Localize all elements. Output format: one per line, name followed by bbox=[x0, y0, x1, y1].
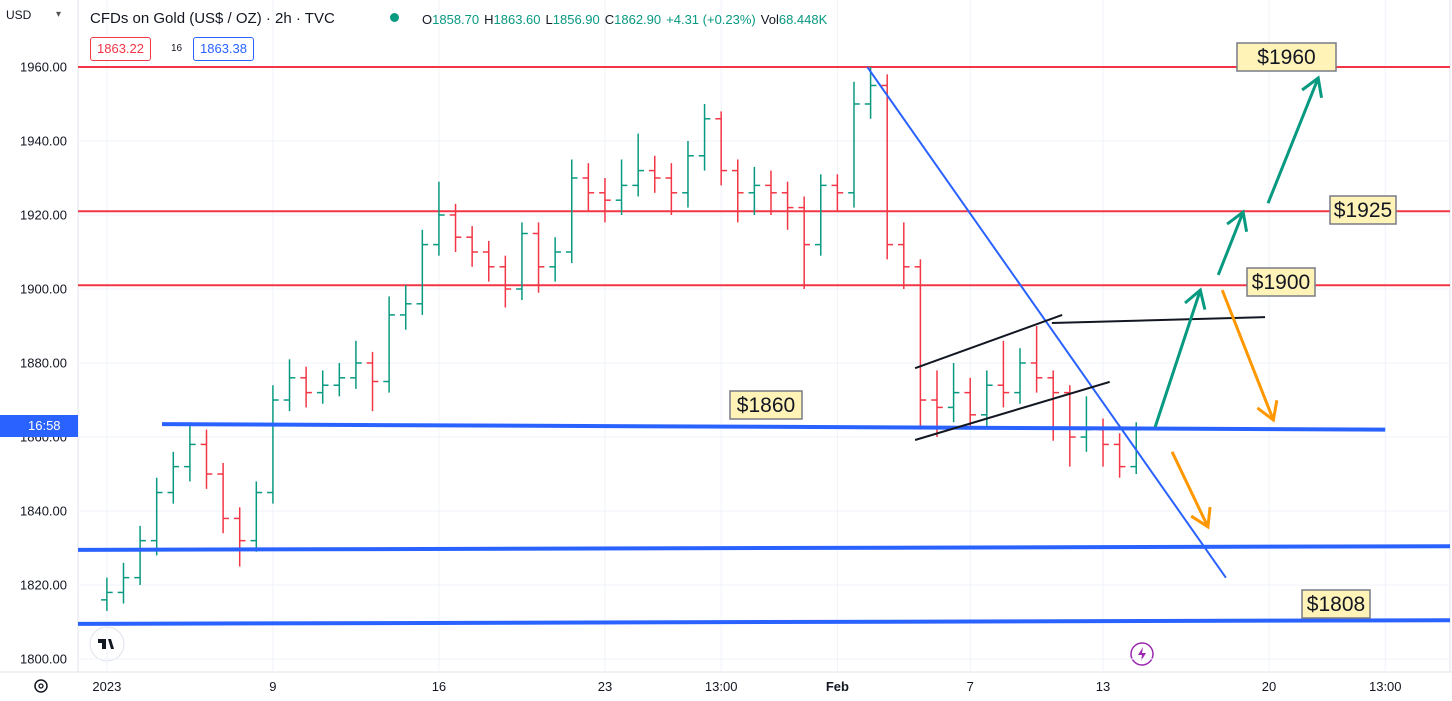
legend-key: Vol bbox=[760, 12, 779, 27]
annotation-box bbox=[1236, 42, 1337, 72]
trend-line bbox=[1051, 316, 1266, 325]
trend-line bbox=[866, 66, 1227, 579]
legend-value: 1858.70 bbox=[432, 12, 480, 27]
arrow bbox=[1153, 287, 1207, 428]
arrow bbox=[1170, 451, 1212, 530]
buy-price[interactable]: 1863.38 bbox=[193, 37, 254, 61]
x-tick-label: 23 bbox=[598, 679, 612, 694]
price-tag: 16:58 bbox=[0, 415, 78, 437]
trend-line bbox=[78, 618, 1450, 626]
x-tick-label: Feb bbox=[826, 679, 849, 694]
y-tick-label: 1960.00 bbox=[20, 59, 67, 74]
lightning-icon[interactable] bbox=[1130, 642, 1154, 666]
legend-value: 1856.90 bbox=[552, 12, 600, 27]
gear-hub bbox=[38, 683, 44, 689]
y-tick-label: 1800.00 bbox=[20, 652, 67, 667]
plot bbox=[78, 0, 1450, 672]
y-tick-label: 1940.00 bbox=[20, 133, 67, 148]
x-tick-label: 9 bbox=[269, 679, 276, 694]
currency: USD bbox=[6, 8, 32, 22]
arrow bbox=[1266, 75, 1324, 204]
spread: 16 bbox=[171, 43, 183, 54]
currency-caret[interactable]: ▾ bbox=[56, 9, 62, 20]
trend-line bbox=[161, 422, 1386, 432]
trend-line bbox=[914, 380, 1110, 441]
x-tick-label: 7 bbox=[967, 679, 974, 694]
icon-bolt bbox=[1138, 647, 1146, 661]
legend-key: L bbox=[545, 12, 553, 27]
chart-title: CFDs on Gold (US$ / OZ) · 2h · TVC bbox=[90, 10, 335, 27]
sell-price[interactable]: 1863.22 bbox=[90, 37, 151, 61]
legend-key: C bbox=[604, 12, 615, 27]
legend-key: H bbox=[484, 12, 494, 27]
x-tick-label: 20 bbox=[1262, 679, 1276, 694]
x-tick-label: 13 bbox=[1096, 679, 1110, 694]
x-tick-label: 2023 bbox=[92, 679, 121, 694]
y-tick-label: 1880.00 bbox=[20, 356, 67, 371]
legend-value: +4.31 (+0.23%) bbox=[666, 12, 756, 27]
annotation-text: $1900 bbox=[1252, 271, 1310, 294]
x-tick-label: 13:00 bbox=[1369, 679, 1402, 694]
trend-line bbox=[78, 544, 1450, 552]
arrow bbox=[1220, 289, 1279, 423]
annotation-box bbox=[729, 390, 803, 420]
legend-value: 68.448K bbox=[778, 12, 828, 27]
y-tick-label: 1920.00 bbox=[20, 207, 67, 222]
arrow bbox=[1216, 209, 1249, 276]
legend-value: 1863.60 bbox=[493, 12, 541, 27]
logo-mark bbox=[98, 639, 114, 649]
annotation-box bbox=[1329, 195, 1397, 225]
x-tick-label: 13:00 bbox=[705, 679, 738, 694]
annotation-text: $1860 bbox=[737, 394, 795, 417]
annotation-text: $1808 bbox=[1307, 593, 1365, 616]
legend-value: 1862.90 bbox=[614, 12, 662, 27]
ohlc-legend: O1858.70 H1863.60 L1856.90 C1862.90 +4.31 (+… bbox=[422, 12, 832, 27]
gear-icon[interactable] bbox=[34, 679, 48, 693]
legend-key: O bbox=[422, 12, 433, 27]
x-tick-label: 16 bbox=[432, 679, 446, 694]
trend-line bbox=[914, 313, 1063, 370]
annotation-text: $1925 bbox=[1334, 199, 1392, 222]
annotation-box bbox=[1301, 589, 1371, 619]
y-tick-label: 1820.00 bbox=[20, 578, 67, 593]
status-dot bbox=[390, 13, 399, 22]
y-tick-label: 1900.00 bbox=[20, 282, 67, 297]
annotation-text: $1960 bbox=[1257, 46, 1315, 69]
y-tick-label: 1840.00 bbox=[20, 504, 67, 519]
annotation-box bbox=[1246, 267, 1316, 297]
gear-ring bbox=[34, 679, 48, 693]
